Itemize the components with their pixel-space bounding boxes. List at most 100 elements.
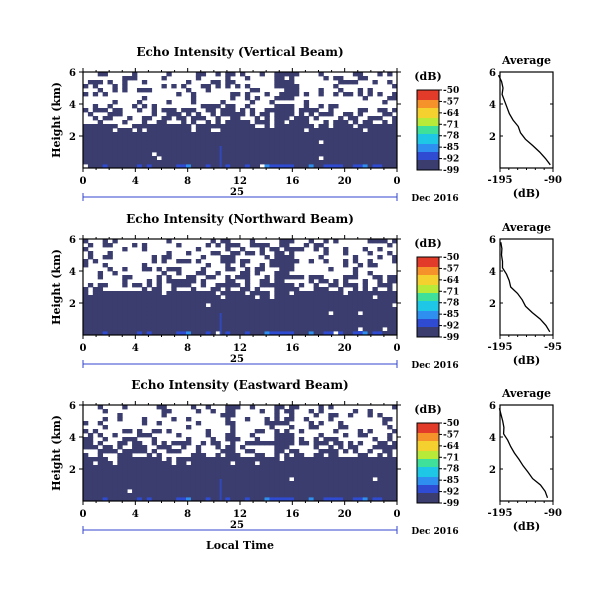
- heatmap-cell: [195, 271, 202, 276]
- heatmap-cell: [333, 295, 339, 300]
- heatmap-cell: [176, 92, 182, 97]
- heatmap-cell: [308, 108, 314, 113]
- heatmap-cell: [328, 453, 334, 458]
- heatmap-cell: [367, 144, 373, 149]
- heatmap-cell: [343, 279, 349, 284]
- heatmap-cell: [357, 263, 364, 268]
- heatmap-cell: [249, 100, 256, 105]
- heatmap-cell: [235, 92, 241, 97]
- heatmap-cell: [146, 477, 153, 482]
- heatmap-cell: [220, 461, 226, 466]
- heatmap-cell: [274, 303, 280, 308]
- heatmap-cell: [225, 437, 231, 442]
- heatmap-cell: [186, 124, 192, 129]
- heatmap-cell: [186, 319, 192, 324]
- colorbar-swatch: [417, 467, 439, 470]
- heatmap-cell: [392, 239, 398, 244]
- heatmap-cell: [97, 140, 104, 145]
- heatmap-cell: [117, 453, 123, 458]
- heatmap-cell: [225, 319, 231, 324]
- heatmap-cell: [264, 489, 270, 494]
- heatmap-cell: [293, 152, 300, 157]
- heatmap-cell: [176, 144, 182, 149]
- heatmap-cell: [230, 243, 236, 248]
- heatmap-cell: [352, 287, 359, 292]
- heatmap-cell: [132, 481, 138, 486]
- heatmap-cell: [347, 311, 354, 316]
- heatmap-cell: [259, 323, 265, 328]
- heatmap-cell: [210, 132, 216, 137]
- heatmap-cell: [235, 112, 241, 117]
- heatmap-cell: [318, 104, 324, 109]
- heatmap-cell: [83, 485, 89, 490]
- heatmap-cell: [220, 108, 226, 113]
- heatmap-cell: [372, 497, 378, 502]
- heatmap-cell: [200, 152, 207, 157]
- heatmap-cell: [136, 493, 143, 498]
- heatmap-cell: [323, 136, 329, 141]
- heatmap-cell: [102, 72, 108, 77]
- heatmap-cell: [367, 303, 373, 308]
- heatmap-cell: [195, 156, 202, 161]
- heatmap-cell: [181, 441, 187, 446]
- heatmap-cell: [205, 315, 211, 320]
- heatmap-cell: [195, 469, 202, 474]
- profile-y-tick-label: 6: [489, 235, 496, 246]
- heatmap-cell: [392, 327, 398, 332]
- heatmap-cell: [293, 315, 300, 320]
- heatmap-cell: [102, 465, 108, 470]
- heatmap-cell: [259, 303, 265, 308]
- heatmap-cell: [215, 251, 221, 256]
- heatmap-cell: [235, 132, 241, 137]
- heatmap-cell: [186, 465, 192, 470]
- heatmap-cell: [215, 473, 221, 478]
- heatmap-cell: [367, 295, 373, 300]
- heatmap-cell: [274, 323, 280, 328]
- colorbar-tick-label: -92: [443, 488, 459, 498]
- heatmap-cell: [205, 275, 211, 280]
- heatmap-cell: [240, 247, 246, 252]
- heatmap-cell: [254, 291, 261, 296]
- heatmap-cell: [235, 485, 241, 490]
- heatmap-cell: [269, 160, 275, 165]
- heatmap-cell: [171, 124, 177, 129]
- colorbar-swatch: [417, 112, 439, 115]
- heatmap-cell: [83, 429, 89, 434]
- heatmap-cell: [323, 485, 329, 490]
- heatmap-cell: [235, 453, 241, 458]
- heatmap-cell: [225, 307, 231, 312]
- heatmap-cell: [259, 307, 265, 312]
- heatmap-cell: [146, 283, 153, 288]
- heatmap-cell: [352, 120, 359, 125]
- heatmap-cell: [387, 144, 393, 149]
- heatmap-cell: [343, 140, 349, 145]
- heatmap-cell: [347, 481, 354, 486]
- heatmap-cell: [382, 128, 388, 133]
- heatmap-cell: [215, 132, 221, 137]
- heatmap-cell: [323, 295, 329, 300]
- heatmap-cell: [352, 283, 359, 288]
- heatmap-cell: [284, 263, 290, 268]
- heatmap-cell: [387, 152, 393, 157]
- heatmap-cell: [132, 311, 138, 316]
- heatmap-cell: [195, 497, 202, 502]
- heatmap-cell: [392, 120, 398, 125]
- heatmap-cell: [210, 485, 216, 490]
- heatmap-cell: [269, 136, 275, 141]
- heatmap-cell: [141, 311, 148, 316]
- heatmap-cell: [328, 461, 334, 466]
- heatmap-cell: [117, 311, 123, 316]
- heatmap-cell: [215, 485, 221, 490]
- heatmap-cell: [176, 485, 182, 490]
- heatmap-cell: [308, 128, 314, 133]
- heatmap-cell: [284, 243, 290, 248]
- heatmap-cell: [249, 489, 256, 494]
- heatmap-cell: [92, 152, 99, 157]
- heatmap-cell: [308, 307, 314, 312]
- x-tick-label: 0: [80, 176, 87, 187]
- heatmap-cell: [210, 331, 216, 336]
- heatmap-cell: [377, 279, 383, 284]
- heatmap-cell: [274, 144, 280, 149]
- heatmap-cell: [289, 433, 295, 438]
- heatmap-cell: [176, 116, 182, 121]
